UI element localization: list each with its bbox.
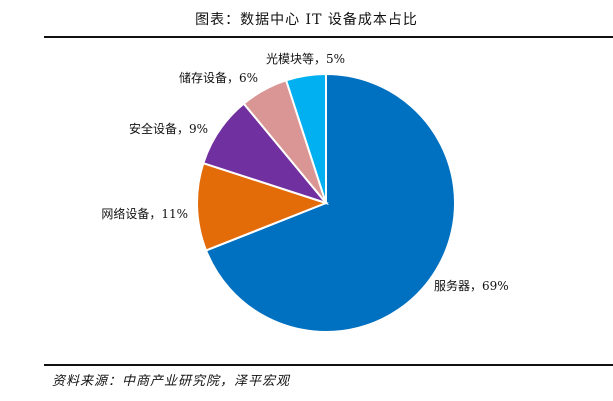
pie-slice-1	[204, 72, 456, 333]
pie-slice-5	[284, 72, 327, 204]
slice-label-4: 储存设备，6%	[179, 70, 258, 85]
pie-slice-2	[196, 161, 329, 252]
top-rule	[44, 36, 613, 38]
slice-label-3: 安全设备，9%	[129, 121, 208, 136]
bottom-rule	[44, 364, 613, 366]
slice-label-2: 网络设备，11%	[101, 206, 188, 221]
chart-title: 图表：数据中心 IT 设备成本占比	[195, 12, 418, 28]
slice-label-5: 光模块等，5%	[266, 52, 345, 66]
slice-label-1: 服务器，69%	[434, 278, 509, 293]
source-note: 资料来源：中商产业研究院，泽平宏观	[52, 374, 291, 389]
